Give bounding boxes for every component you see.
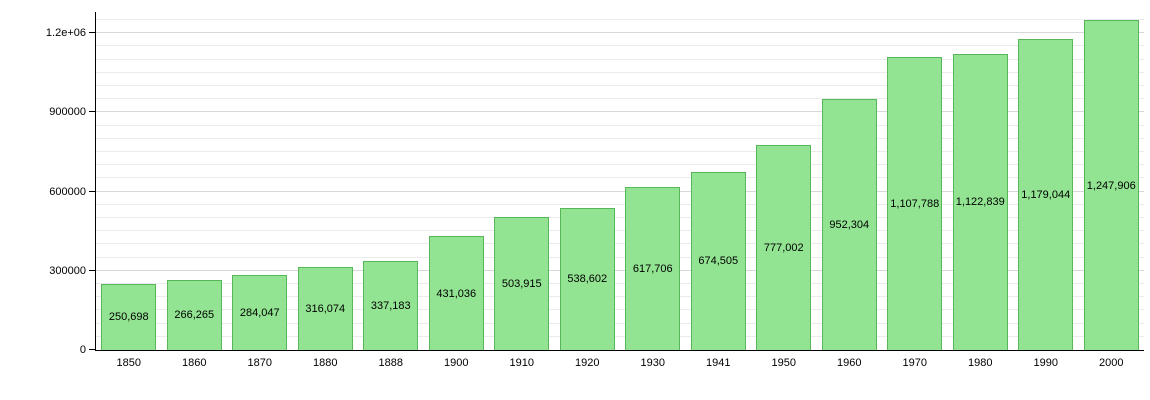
minor-gridline: [96, 137, 1144, 139]
bar-1880: 316,074: [297, 266, 353, 350]
bar-1941: 674,505: [690, 171, 746, 350]
bar-value-label: 316,074: [305, 302, 346, 315]
x-axis-tick-label: 1900: [444, 357, 469, 369]
y-axis-tick-mark: [89, 111, 96, 113]
bar-1900: 431,036: [428, 236, 484, 350]
x-axis-tick-label: 1910: [509, 357, 534, 369]
y-axis-tick-mark: [89, 349, 96, 350]
bar-value-label: 250,698: [108, 311, 149, 324]
bar-1980: 1,122,839: [952, 53, 1008, 350]
bar-value-label: 617,706: [632, 262, 673, 275]
y-axis-tick-label: 300000: [49, 264, 86, 277]
y-axis-tick-label: 1.2e+06: [45, 27, 86, 40]
minor-gridline: [96, 164, 1144, 166]
minor-gridline: [96, 84, 1144, 86]
y-axis-tick-label: 600000: [49, 185, 86, 198]
bar-1930: 617,706: [625, 186, 681, 350]
minor-gridline: [96, 203, 1144, 205]
minor-gridline: [96, 322, 1144, 324]
bar-value-label: 1,247,906: [1086, 179, 1136, 192]
minor-gridline: [96, 150, 1144, 152]
y-axis-tick-label: 0: [79, 344, 86, 356]
x-axis-tick-label: 1950: [771, 357, 796, 369]
bar-value-label: 777,002: [763, 241, 804, 254]
bar-value-label: 431,036: [436, 287, 477, 300]
x-axis-tick-label: 1920: [575, 357, 600, 369]
x-axis-tick-label: 2000: [1099, 357, 1124, 369]
x-axis-tick-label: 1850: [116, 357, 141, 369]
x-axis-tick-label: 1941: [706, 357, 731, 369]
bar-1990: 1,179,044: [1018, 38, 1074, 350]
x-axis-tick-label: 1990: [1033, 357, 1058, 369]
x-axis-tick-label: 1980: [968, 357, 993, 369]
x-axis-tick-label: 1888: [378, 357, 403, 369]
x-axis-tick-label: 1880: [313, 357, 338, 369]
minor-gridline: [96, 282, 1144, 284]
bar-value-label: 503,915: [501, 277, 542, 290]
major-gridline: [96, 190, 1144, 192]
minor-gridline: [96, 71, 1144, 73]
x-axis-tick-label: 1860: [182, 357, 207, 369]
bar-1860: 266,265: [166, 279, 222, 350]
major-gridline: [96, 269, 1144, 271]
minor-gridline: [96, 335, 1144, 337]
minor-gridline: [96, 256, 1144, 258]
minor-gridline: [96, 98, 1144, 100]
x-axis-tick-label: 1970: [902, 357, 927, 369]
minor-gridline: [96, 58, 1144, 60]
bar-1850: 250,698: [101, 283, 157, 350]
bar-value-label: 952,304: [829, 218, 870, 231]
y-axis-tick-label: 900000: [49, 106, 86, 119]
minor-gridline: [96, 309, 1144, 311]
major-gridline: [96, 32, 1144, 34]
bar-value-label: 1,107,788: [890, 198, 940, 211]
minor-gridline: [96, 296, 1144, 298]
bar-1950: 777,002: [756, 144, 812, 350]
minor-gridline: [96, 230, 1144, 232]
bar-value-label: 674,505: [698, 255, 739, 268]
bar-value-label: 1,122,839: [955, 196, 1005, 209]
x-axis-tick-label: 1930: [640, 357, 665, 369]
major-gridline: [96, 111, 1144, 113]
bar-1910: 503,915: [494, 216, 550, 350]
minor-gridline: [96, 177, 1144, 179]
minor-gridline: [96, 45, 1144, 47]
y-axis-tick-mark: [89, 190, 96, 192]
bar-1870: 284,047: [232, 275, 288, 350]
bar-value-label: 538,602: [567, 273, 608, 286]
x-axis-tick-label: 1870: [247, 357, 272, 369]
bar-1970: 1,107,788: [887, 57, 943, 350]
bar-value-label: 266,265: [174, 309, 215, 322]
plot-area: 0 300000 600000 900000 1.2e+06 250,698 1850 266…: [46, 12, 1144, 369]
minor-gridline: [96, 243, 1144, 245]
bar-value-label: 337,183: [370, 299, 411, 312]
x-axis-tick-label: 1960: [837, 357, 862, 369]
y-axis-tick-mark: [89, 269, 96, 271]
bar-value-label: 284,047: [239, 307, 280, 319]
bar-value-label: 1,179,044: [1021, 188, 1071, 201]
minor-gridline: [96, 18, 1144, 20]
bar-2000: 1,247,906: [1083, 20, 1139, 350]
bar-1960: 952,304: [821, 98, 877, 350]
bar-1920: 538,602: [559, 207, 615, 350]
minor-gridline: [96, 216, 1144, 218]
bar-1888: 337,183: [363, 260, 419, 350]
minor-gridline: [96, 124, 1144, 126]
y-axis-tick-mark: [89, 32, 96, 34]
